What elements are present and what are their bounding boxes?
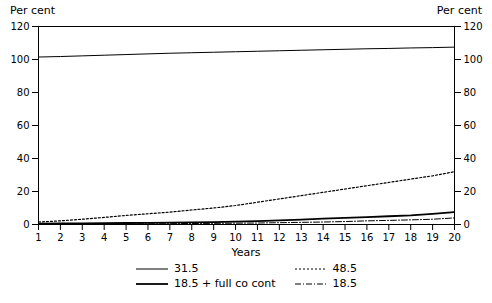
- html-text:31.5: 31.5: [174, 262, 199, 275]
- svg-text:1: 1: [35, 232, 41, 243]
- svg-text:3: 3: [79, 232, 85, 243]
- svg-text:20: 20: [448, 232, 461, 243]
- svg-text:60: 60: [17, 120, 30, 131]
- svg-text:13: 13: [295, 232, 308, 243]
- svg-text:0: 0: [23, 219, 29, 230]
- svg-text:17: 17: [382, 232, 395, 243]
- svg-text:6: 6: [145, 232, 151, 243]
- svg-text:80: 80: [464, 87, 477, 98]
- svg-text:60: 60: [464, 120, 477, 131]
- html-text:18.5: 18.5: [332, 277, 357, 290]
- html-text:Per cent: Per cent: [10, 4, 56, 17]
- svg-text:9: 9: [210, 232, 216, 243]
- svg-text:18: 18: [404, 232, 417, 243]
- svg-text:19: 19: [426, 232, 439, 243]
- svg-text:10: 10: [229, 232, 242, 243]
- svg-text:100: 100: [10, 54, 29, 65]
- html-text:48.5: 48.5: [332, 262, 357, 275]
- svg-text:120: 120: [10, 21, 29, 32]
- svg-text:11: 11: [251, 232, 264, 243]
- svg-text:80: 80: [17, 87, 30, 98]
- svg-text:14: 14: [317, 232, 330, 243]
- svg-text:2: 2: [57, 232, 63, 243]
- svg-text:0: 0: [464, 219, 470, 230]
- html-text:18.5 + full co cont: 18.5 + full co cont: [174, 277, 276, 290]
- html-text:Per cent: Per cent: [436, 4, 482, 17]
- svg-text:20: 20: [17, 186, 30, 197]
- svg-text:5: 5: [123, 232, 129, 243]
- svg-text:120: 120: [464, 21, 483, 32]
- svg-text:100: 100: [464, 54, 483, 65]
- svg-text:40: 40: [464, 153, 477, 164]
- svg-text:7: 7: [167, 232, 173, 243]
- svg-text:15: 15: [339, 232, 352, 243]
- svg-text:20: 20: [464, 186, 477, 197]
- svg-text:4: 4: [101, 232, 107, 243]
- html-text:Years: Years: [231, 246, 261, 259]
- svg-text:12: 12: [273, 232, 286, 243]
- svg-text:8: 8: [189, 232, 195, 243]
- svg-text:40: 40: [17, 153, 30, 164]
- svg-text:16: 16: [361, 232, 374, 243]
